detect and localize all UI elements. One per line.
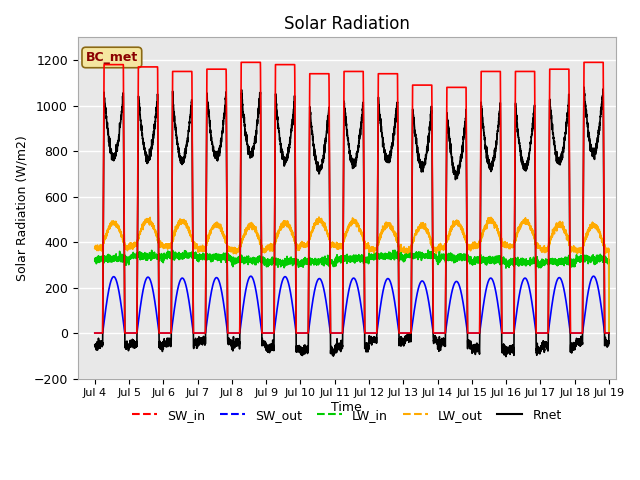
Legend: SW_in, SW_out, LW_in, LW_out, Rnet: SW_in, SW_out, LW_in, LW_out, Rnet	[127, 404, 566, 427]
Y-axis label: Solar Radiation (W/m2): Solar Radiation (W/m2)	[15, 135, 28, 281]
Title: Solar Radiation: Solar Radiation	[284, 15, 410, 33]
Text: BC_met: BC_met	[86, 51, 138, 64]
X-axis label: Time: Time	[332, 401, 362, 414]
